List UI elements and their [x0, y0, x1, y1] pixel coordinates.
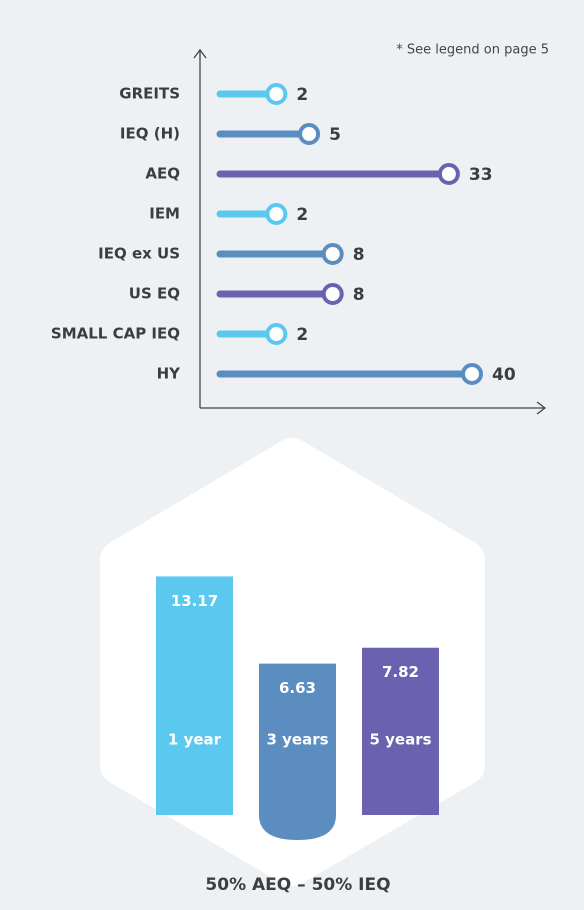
- value-label: 8: [353, 245, 365, 265]
- category-label: 1 year: [168, 731, 222, 749]
- category-label: SMALL CAP IEQ: [51, 325, 180, 343]
- value-label: 40: [492, 365, 516, 385]
- category-label: IEM: [149, 205, 180, 223]
- value-label: 2: [296, 325, 308, 345]
- value-label: 8: [353, 285, 365, 305]
- category-label: GREITS: [119, 85, 180, 103]
- lollipop-head: [437, 163, 460, 185]
- category-label: AEQ: [145, 165, 180, 183]
- category-label: 5 years: [369, 731, 431, 749]
- value-label: 13.17: [171, 592, 218, 610]
- lollipop-head: [265, 203, 288, 225]
- bar: [259, 663, 336, 840]
- value-label: 2: [296, 85, 308, 105]
- value-label: 2: [296, 205, 308, 225]
- value-label: 5: [329, 125, 341, 145]
- chart-title: 50% AEQ – 50% IEQ: [205, 875, 390, 895]
- category-label: IEQ ex US: [98, 245, 180, 263]
- category-label: HY: [157, 365, 182, 383]
- category-label: 3 years: [266, 731, 328, 749]
- value-label: 6.63: [279, 679, 316, 697]
- lollipop-head: [298, 123, 321, 145]
- value-label: 33: [469, 165, 493, 185]
- lollipop-head: [321, 243, 344, 265]
- lollipop-head: [461, 363, 483, 385]
- lollipop-head: [265, 83, 288, 105]
- category-label: US EQ: [129, 285, 180, 303]
- bar: [362, 647, 439, 815]
- value-label: 7.82: [382, 663, 419, 681]
- axes: [193, 48, 547, 415]
- lollipop-head: [265, 323, 288, 345]
- note: * See legend on page 5: [396, 43, 549, 58]
- category-label: IEQ (H): [120, 125, 180, 143]
- lollipop-head: [321, 283, 344, 305]
- bar: [156, 576, 233, 815]
